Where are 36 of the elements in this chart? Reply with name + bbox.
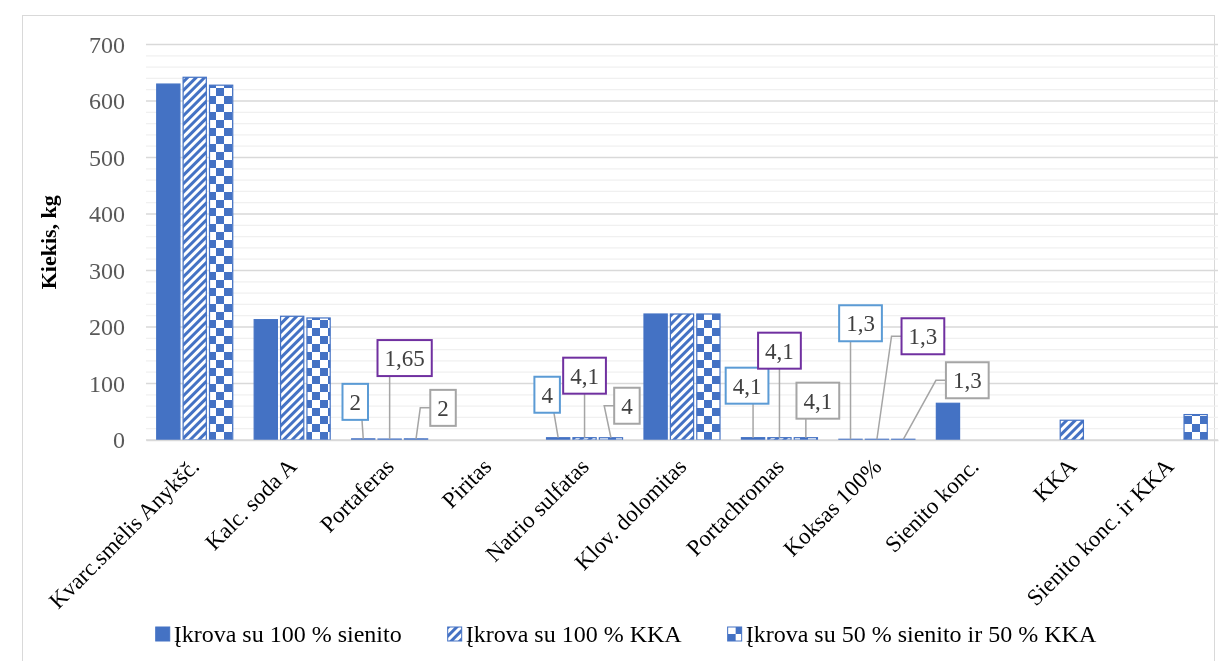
bar — [572, 437, 597, 441]
y-tick-label: 600 — [89, 88, 125, 115]
bar — [208, 84, 234, 441]
y-tick-label: 500 — [89, 144, 125, 171]
bar — [696, 313, 721, 441]
y-tick-label: 100 — [89, 370, 125, 397]
data-label: 4,1 — [803, 388, 833, 414]
data-label: 1,3 — [846, 311, 875, 337]
bar — [669, 313, 695, 441]
legend-label: Įkrova su 100 % KKA — [465, 621, 683, 648]
data-label: 4,1 — [732, 373, 762, 399]
y-tick-label: 200 — [89, 314, 125, 341]
data-label: 2 — [437, 395, 449, 421]
y-tick-label: 400 — [89, 201, 125, 228]
y-axis-title: Kiekis, kg — [36, 195, 61, 290]
data-label: 1,3 — [908, 324, 938, 350]
data-label: 1,3 — [952, 368, 982, 394]
data-label: 4 — [541, 382, 554, 408]
bar — [643, 313, 668, 441]
bar — [279, 315, 305, 441]
y-tick-label: 300 — [89, 257, 125, 284]
y-tick-label: 700 — [89, 31, 125, 58]
bar — [306, 317, 331, 441]
bar — [1059, 419, 1085, 441]
data-label: 2 — [349, 389, 361, 415]
data-label: 4,1 — [570, 363, 599, 389]
bar — [253, 319, 278, 441]
legend-label: Įkrova su 100 % sienito — [173, 621, 402, 648]
data-label: 4,1 — [765, 338, 794, 364]
x-tick-label: Kalc. soda A — [200, 453, 302, 555]
legend-label: Įkrova su 50 % sienito ir 50 % KKA — [745, 621, 1097, 648]
data-label: 1,65 — [384, 346, 425, 372]
bar — [767, 437, 792, 441]
data-label: 4 — [621, 393, 634, 419]
bar — [1183, 413, 1208, 441]
y-tick-label: 0 — [113, 427, 125, 454]
